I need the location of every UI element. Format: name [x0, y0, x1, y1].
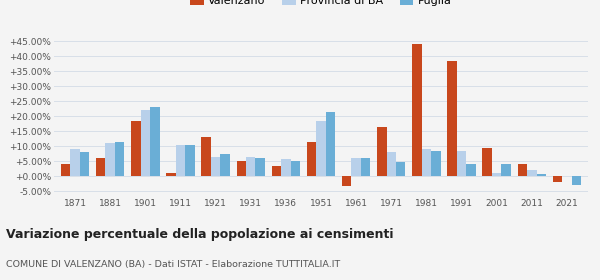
Bar	[316, 121, 326, 176]
Bar	[115, 142, 124, 176]
Bar	[256, 158, 265, 176]
Bar	[386, 152, 396, 176]
Bar	[377, 127, 386, 176]
Bar	[396, 162, 406, 176]
Bar	[518, 164, 527, 176]
Bar	[96, 158, 106, 176]
Bar	[61, 164, 70, 176]
Bar	[431, 151, 440, 176]
Bar	[527, 171, 536, 176]
Bar	[150, 107, 160, 176]
Bar	[412, 44, 422, 176]
Bar	[236, 161, 246, 176]
Bar	[202, 137, 211, 176]
Bar	[220, 154, 230, 176]
Bar	[326, 112, 335, 176]
Bar	[536, 174, 546, 176]
Legend: Valenzano, Provincia di BA, Puglia: Valenzano, Provincia di BA, Puglia	[186, 0, 456, 10]
Text: Variazione percentuale della popolazione ai censimenti: Variazione percentuale della popolazione…	[6, 228, 394, 241]
Bar	[502, 164, 511, 176]
Bar	[70, 150, 80, 176]
Bar	[211, 157, 220, 176]
Bar	[307, 142, 316, 176]
Bar	[290, 160, 300, 176]
Bar	[106, 143, 115, 176]
Text: COMUNE DI VALENZANO (BA) - Dati ISTAT - Elaborazione TUTTITALIA.IT: COMUNE DI VALENZANO (BA) - Dati ISTAT - …	[6, 260, 340, 269]
Bar	[457, 151, 466, 176]
Bar	[447, 61, 457, 176]
Bar	[166, 173, 176, 176]
Bar	[342, 176, 352, 186]
Bar	[572, 176, 581, 185]
Bar	[176, 145, 185, 176]
Bar	[482, 148, 492, 176]
Bar	[492, 173, 502, 176]
Bar	[140, 110, 150, 176]
Bar	[281, 159, 290, 176]
Bar	[80, 152, 89, 176]
Bar	[352, 158, 361, 176]
Bar	[185, 145, 195, 176]
Bar	[131, 121, 140, 176]
Bar	[361, 158, 370, 176]
Bar	[553, 176, 562, 183]
Bar	[422, 150, 431, 176]
Bar	[272, 166, 281, 176]
Bar	[246, 157, 256, 176]
Bar	[466, 164, 476, 176]
